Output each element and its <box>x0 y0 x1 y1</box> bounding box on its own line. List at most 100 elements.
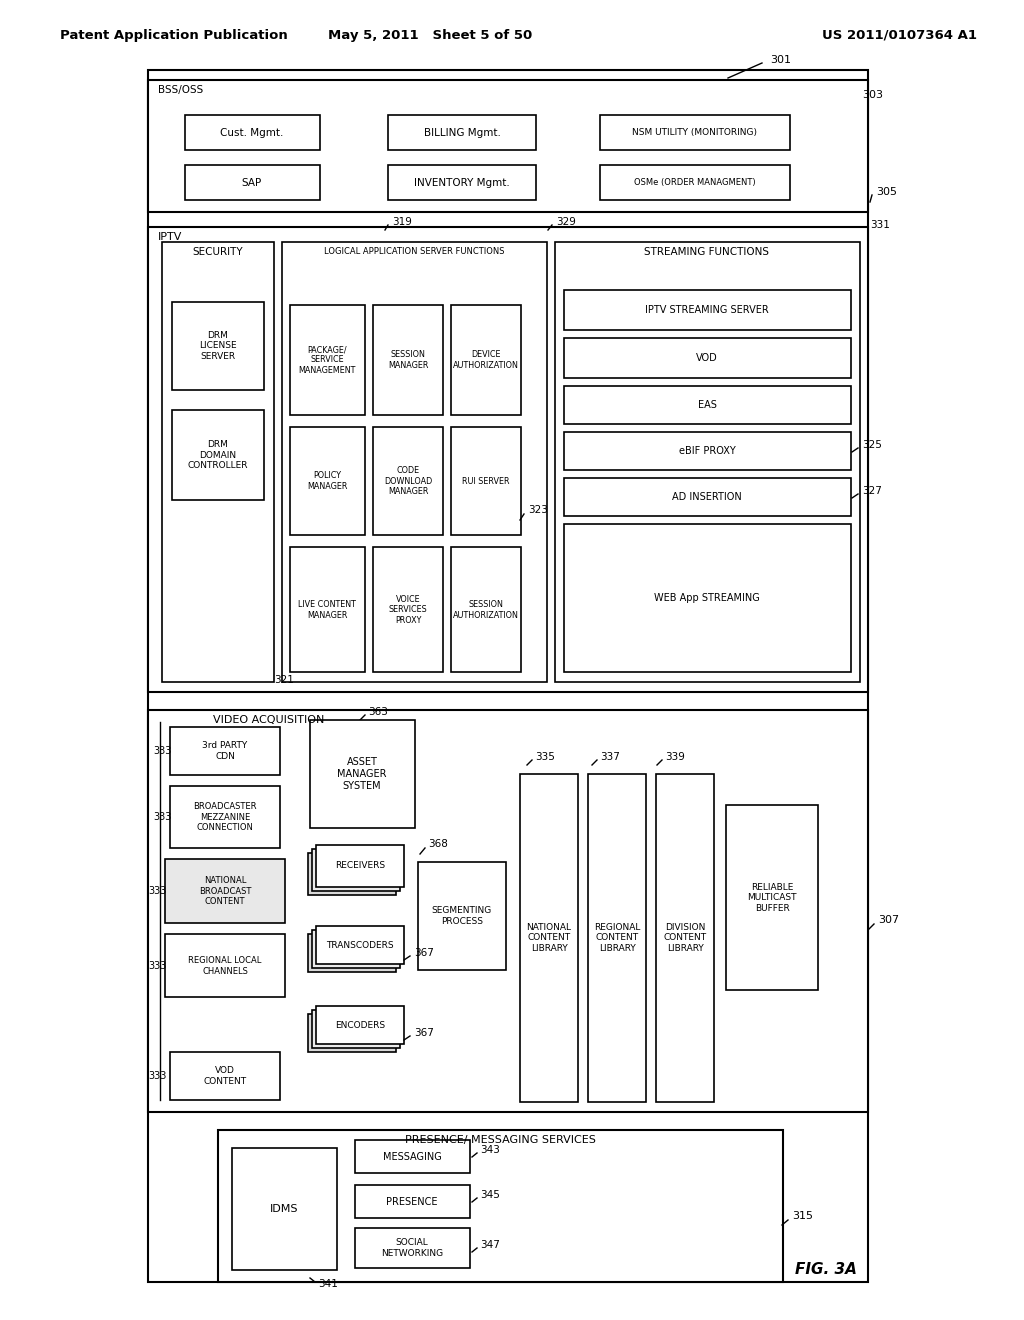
FancyBboxPatch shape <box>170 785 280 847</box>
Text: 339: 339 <box>665 752 685 762</box>
Text: 307: 307 <box>878 915 899 925</box>
FancyBboxPatch shape <box>355 1185 470 1218</box>
Text: INVENTORY Mgmt.: INVENTORY Mgmt. <box>414 178 510 187</box>
Text: STREAMING FUNCTIONS: STREAMING FUNCTIONS <box>644 247 769 257</box>
FancyBboxPatch shape <box>355 1140 470 1173</box>
Text: RUI SERVER: RUI SERVER <box>462 477 510 486</box>
FancyBboxPatch shape <box>282 242 547 682</box>
FancyBboxPatch shape <box>310 719 415 828</box>
FancyBboxPatch shape <box>373 426 443 535</box>
FancyBboxPatch shape <box>600 115 790 150</box>
Text: ENCODERS: ENCODERS <box>335 1020 385 1030</box>
Text: 337: 337 <box>600 752 620 762</box>
FancyBboxPatch shape <box>564 524 851 672</box>
FancyBboxPatch shape <box>170 727 280 775</box>
FancyBboxPatch shape <box>312 931 400 968</box>
Text: 303: 303 <box>862 90 883 100</box>
Text: WEB App STREAMING: WEB App STREAMING <box>654 593 760 603</box>
Text: 341: 341 <box>318 1279 338 1290</box>
FancyBboxPatch shape <box>388 165 536 201</box>
FancyBboxPatch shape <box>316 845 404 887</box>
Text: 335: 335 <box>535 752 555 762</box>
Text: SECURITY: SECURITY <box>193 247 244 257</box>
FancyBboxPatch shape <box>564 338 851 378</box>
Text: SAP: SAP <box>242 178 262 187</box>
Text: DRM
LICENSE
SERVER: DRM LICENSE SERVER <box>200 331 237 360</box>
Text: RECEIVERS: RECEIVERS <box>335 862 385 870</box>
Text: ASSET
MANAGER
SYSTEM: ASSET MANAGER SYSTEM <box>337 758 387 791</box>
Text: 333: 333 <box>153 746 171 756</box>
Text: Patent Application Publication: Patent Application Publication <box>60 29 288 41</box>
FancyBboxPatch shape <box>520 774 578 1102</box>
FancyBboxPatch shape <box>564 385 851 424</box>
Text: OSMe (ORDER MANAGMENT): OSMe (ORDER MANAGMENT) <box>634 178 756 187</box>
Text: SOCIAL
NETWORKING: SOCIAL NETWORKING <box>381 1238 443 1258</box>
FancyBboxPatch shape <box>388 115 536 150</box>
FancyBboxPatch shape <box>564 478 851 516</box>
Text: 323: 323 <box>528 506 548 515</box>
FancyBboxPatch shape <box>172 411 264 500</box>
Text: DRM
DOMAIN
CONTROLLER: DRM DOMAIN CONTROLLER <box>187 440 248 470</box>
Text: 333: 333 <box>148 961 166 972</box>
Text: 367: 367 <box>414 948 434 958</box>
Text: 363: 363 <box>368 708 388 717</box>
Text: IPTV STREAMING SERVER: IPTV STREAMING SERVER <box>645 305 769 315</box>
Text: 3rd PARTY
CDN: 3rd PARTY CDN <box>203 742 248 760</box>
FancyBboxPatch shape <box>148 227 868 692</box>
Text: 321: 321 <box>274 675 294 685</box>
FancyBboxPatch shape <box>355 1228 470 1269</box>
Text: 329: 329 <box>556 216 575 227</box>
Text: 333: 333 <box>148 886 166 896</box>
FancyBboxPatch shape <box>373 305 443 414</box>
Text: IPTV: IPTV <box>158 232 182 242</box>
Text: DIVISION
CONTENT
LIBRARY: DIVISION CONTENT LIBRARY <box>664 923 707 953</box>
FancyBboxPatch shape <box>451 426 521 535</box>
FancyBboxPatch shape <box>185 165 319 201</box>
FancyBboxPatch shape <box>165 859 285 923</box>
FancyBboxPatch shape <box>451 305 521 414</box>
Text: PRESENCE: PRESENCE <box>386 1197 437 1206</box>
FancyBboxPatch shape <box>312 1010 400 1048</box>
Text: eBIF PROXY: eBIF PROXY <box>679 446 735 455</box>
FancyBboxPatch shape <box>162 242 274 682</box>
FancyBboxPatch shape <box>373 546 443 672</box>
Text: 305: 305 <box>876 187 897 197</box>
Text: VOICE
SERVICES
PROXY: VOICE SERVICES PROXY <box>389 595 427 624</box>
FancyBboxPatch shape <box>290 426 365 535</box>
FancyBboxPatch shape <box>232 1148 337 1270</box>
FancyBboxPatch shape <box>564 290 851 330</box>
FancyBboxPatch shape <box>172 302 264 389</box>
Text: 347: 347 <box>480 1239 500 1250</box>
FancyBboxPatch shape <box>185 115 319 150</box>
Text: 345: 345 <box>480 1191 500 1200</box>
FancyBboxPatch shape <box>316 927 404 964</box>
FancyBboxPatch shape <box>726 805 818 990</box>
Text: BROADCASTER
MEZZANINE
CONNECTION: BROADCASTER MEZZANINE CONNECTION <box>194 803 257 832</box>
Text: 319: 319 <box>392 216 412 227</box>
Text: NATIONAL
BROADCAST
CONTENT: NATIONAL BROADCAST CONTENT <box>199 876 251 906</box>
FancyBboxPatch shape <box>218 1130 783 1282</box>
Text: May 5, 2011   Sheet 5 of 50: May 5, 2011 Sheet 5 of 50 <box>328 29 532 41</box>
FancyBboxPatch shape <box>148 710 868 1111</box>
Text: 331: 331 <box>870 220 890 230</box>
Text: DEVICE
AUTHORIZATION: DEVICE AUTHORIZATION <box>453 350 519 370</box>
FancyBboxPatch shape <box>170 1052 280 1100</box>
Text: 333: 333 <box>148 1071 166 1081</box>
Text: SESSION
MANAGER: SESSION MANAGER <box>388 350 428 370</box>
Text: FIG. 3A: FIG. 3A <box>795 1262 857 1278</box>
Text: BILLING Mgmt.: BILLING Mgmt. <box>424 128 501 139</box>
FancyBboxPatch shape <box>600 165 790 201</box>
FancyBboxPatch shape <box>656 774 714 1102</box>
Text: NSM UTILITY (MONITORING): NSM UTILITY (MONITORING) <box>633 128 758 137</box>
Text: POLICY
MANAGER: POLICY MANAGER <box>307 471 347 491</box>
Text: LIVE CONTENT
MANAGER: LIVE CONTENT MANAGER <box>298 601 356 619</box>
Text: 368: 368 <box>428 840 447 849</box>
Text: CODE
DOWNLOAD
MANAGER: CODE DOWNLOAD MANAGER <box>384 466 432 496</box>
Text: SESSION
AUTHORIZATION: SESSION AUTHORIZATION <box>453 601 519 619</box>
FancyBboxPatch shape <box>564 432 851 470</box>
FancyBboxPatch shape <box>308 935 396 972</box>
FancyBboxPatch shape <box>165 935 285 997</box>
Text: NATIONAL
CONTENT
LIBRARY: NATIONAL CONTENT LIBRARY <box>526 923 571 953</box>
Text: 343: 343 <box>480 1144 500 1155</box>
FancyBboxPatch shape <box>148 81 868 213</box>
